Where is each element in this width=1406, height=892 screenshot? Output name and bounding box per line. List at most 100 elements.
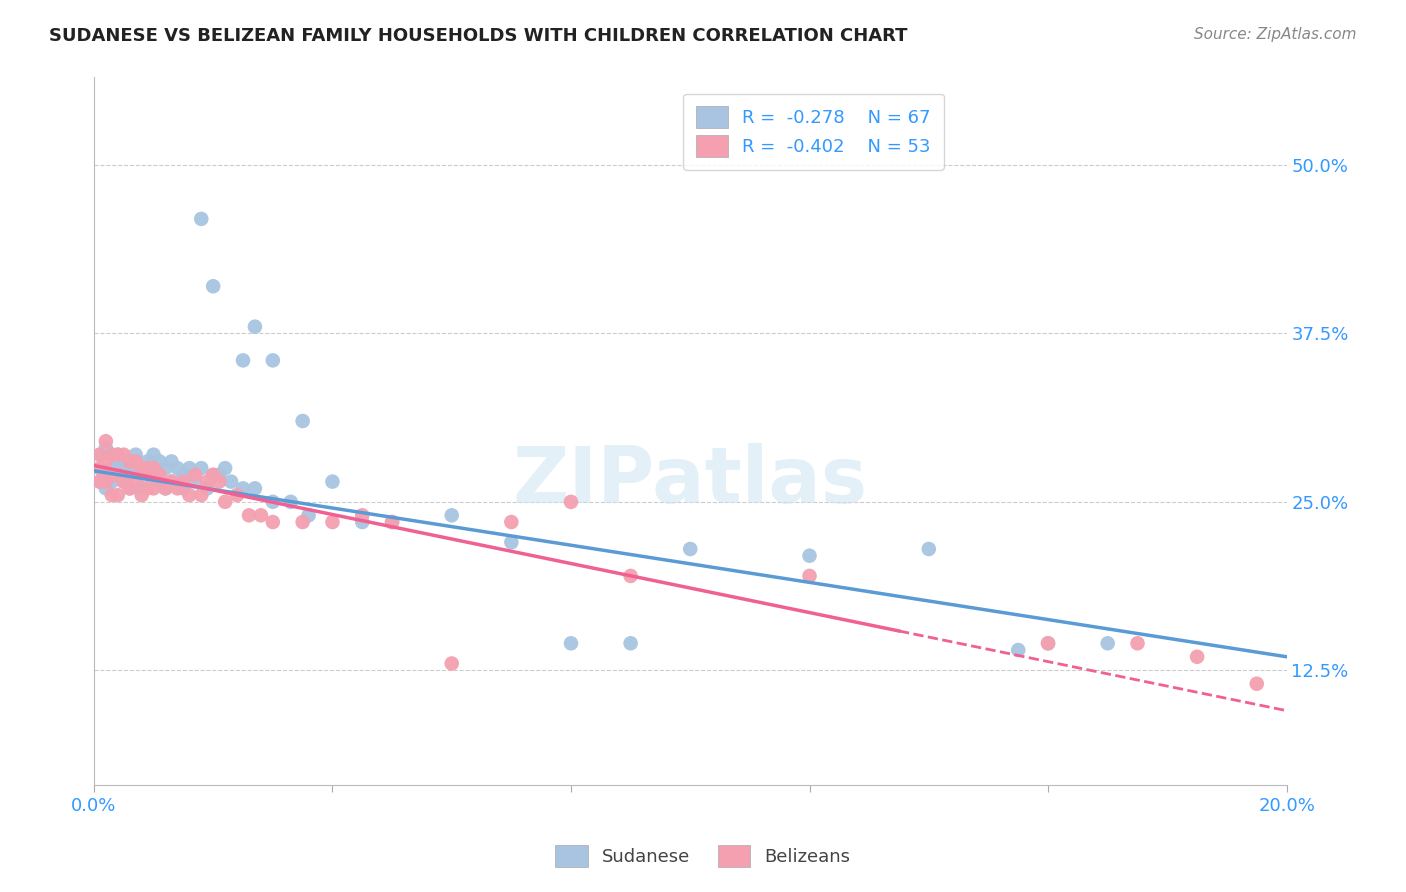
Point [131, 488, 153, 502]
Point [101, 467, 124, 482]
Point [440, 657, 463, 671]
Point [172, 475, 194, 489]
Point [101, 475, 124, 489]
Point [321, 475, 343, 489]
Point [89, 448, 111, 462]
Point [118, 481, 141, 495]
Point [179, 488, 201, 502]
Point [501, 535, 523, 549]
Point [208, 475, 231, 489]
Point [148, 475, 170, 489]
Point [148, 454, 170, 468]
Point [321, 515, 343, 529]
Point [381, 515, 404, 529]
Point [560, 636, 582, 650]
Point [226, 488, 249, 502]
Point [195, 475, 218, 489]
Legend: R =  -0.278    N = 67, R =  -0.402    N = 53: R = -0.278 N = 67, R = -0.402 N = 53 [683, 94, 943, 170]
Point [918, 541, 941, 556]
Point [238, 508, 260, 523]
Point [107, 448, 129, 462]
Point [112, 475, 135, 489]
Point [1036, 636, 1059, 650]
Text: SUDANESE VS BELIZEAN FAMILY HOUSEHOLDS WITH CHILDREN CORRELATION CHART: SUDANESE VS BELIZEAN FAMILY HOUSEHOLDS W… [49, 27, 908, 45]
Point [124, 475, 146, 489]
Point [172, 481, 194, 495]
Point [89, 475, 111, 489]
Point [219, 475, 242, 489]
Point [107, 448, 129, 462]
Point [262, 515, 284, 529]
Text: Source: ZipAtlas.com: Source: ZipAtlas.com [1194, 27, 1357, 42]
Point [136, 481, 159, 495]
Point [107, 467, 129, 482]
Point [160, 475, 183, 489]
Point [131, 461, 153, 475]
Point [1007, 643, 1029, 657]
Point [440, 508, 463, 523]
Point [202, 279, 225, 293]
Point [124, 448, 146, 462]
Point [94, 475, 117, 489]
Point [352, 515, 374, 529]
Point [118, 481, 141, 495]
Point [89, 448, 111, 462]
Point [232, 353, 254, 368]
Point [184, 467, 207, 482]
Point [172, 467, 194, 482]
Point [620, 636, 643, 650]
Point [131, 481, 153, 495]
Point [501, 515, 523, 529]
Point [136, 461, 159, 475]
Point [124, 461, 146, 475]
Point [94, 481, 117, 495]
Point [1246, 676, 1268, 690]
Point [190, 211, 212, 226]
Point [381, 515, 404, 529]
Point [136, 467, 159, 482]
Point [190, 461, 212, 475]
Point [214, 461, 236, 475]
Point [232, 481, 254, 495]
Point [89, 461, 111, 475]
Point [155, 481, 177, 495]
Point [560, 495, 582, 509]
Point [107, 454, 129, 468]
Point [142, 448, 165, 462]
Point [620, 569, 643, 583]
Point [118, 467, 141, 482]
Point [1036, 636, 1059, 650]
Point [101, 448, 124, 462]
Point [118, 454, 141, 468]
Point [190, 488, 212, 502]
Point [107, 488, 129, 502]
Point [195, 481, 218, 495]
Text: ZIPatlas: ZIPatlas [513, 442, 868, 518]
Point [214, 495, 236, 509]
Point [155, 461, 177, 475]
Point [142, 467, 165, 482]
Point [799, 549, 821, 563]
Point [160, 475, 183, 489]
Point [679, 541, 702, 556]
Point [89, 461, 111, 475]
Point [136, 454, 159, 468]
Point [124, 454, 146, 468]
Point [1185, 649, 1208, 664]
Point [166, 461, 188, 475]
Point [101, 448, 124, 462]
Point [112, 461, 135, 475]
Point [352, 508, 374, 523]
Point [291, 414, 314, 428]
Point [1126, 636, 1149, 650]
Point [112, 475, 135, 489]
Point [94, 454, 117, 468]
Point [148, 467, 170, 482]
Point [94, 467, 117, 482]
Point [202, 467, 225, 482]
Point [131, 467, 153, 482]
Point [179, 461, 201, 475]
Point [208, 467, 231, 482]
Point [243, 481, 266, 495]
Point [1097, 636, 1119, 650]
